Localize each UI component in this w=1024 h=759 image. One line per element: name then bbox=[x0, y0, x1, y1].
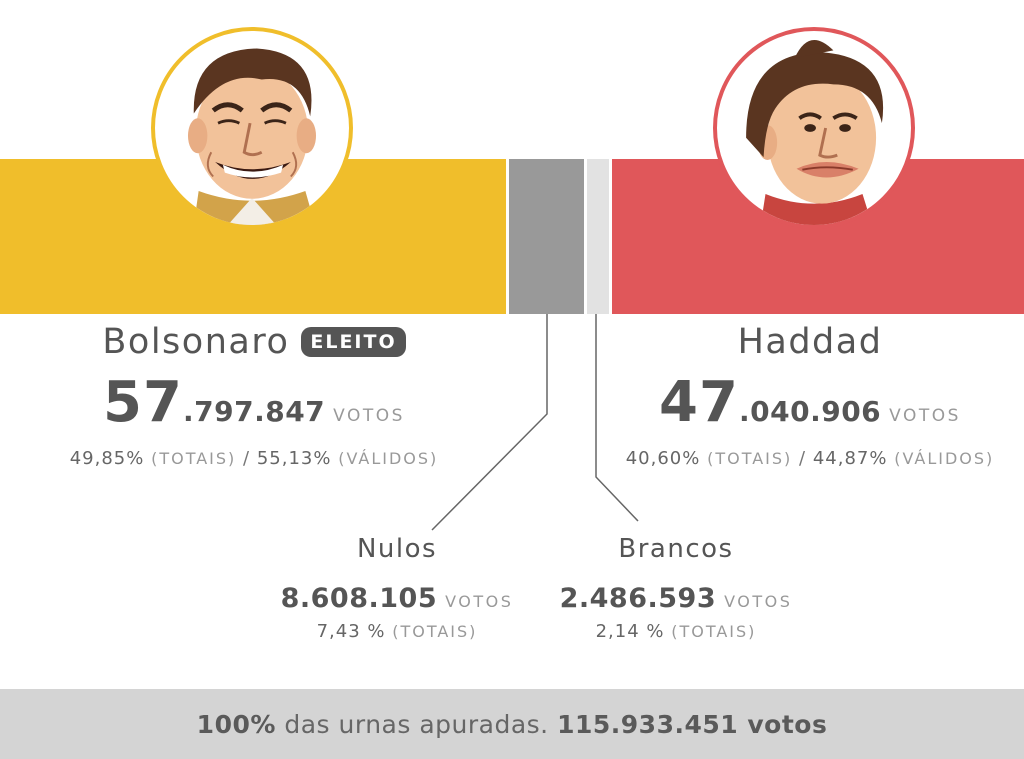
nulos-label: Nulos bbox=[356, 534, 438, 564]
brancos-votes-number: 2.486.593 bbox=[559, 583, 717, 614]
footer-percentage: 100% bbox=[196, 709, 276, 739]
nulos-votes-number: 8.608.105 bbox=[280, 583, 438, 614]
votes-unit: VOTOS bbox=[445, 592, 514, 611]
footer-total-votes: 115.933.451 votos bbox=[557, 709, 828, 739]
candidate-percentages: 49,85% (TOTAIS) / 55,13% (VÁLIDOS) bbox=[0, 447, 508, 471]
candidate-votes: 47.040.906 VOTOS bbox=[560, 374, 1024, 445]
candidate-name-text: Haddad bbox=[737, 322, 883, 362]
nulos-pct-label: (TOTAIS) bbox=[392, 622, 478, 641]
nulos-pct-value: 7,43 % bbox=[316, 621, 386, 642]
elected-badge: ELEITO bbox=[301, 327, 406, 357]
bolsonaro-portrait bbox=[151, 27, 353, 229]
votes-millions: 47 bbox=[659, 370, 739, 435]
candidate-bolsonaro: Bolsonaro ELEITO 57.797.847 VOTOS 49,85% … bbox=[0, 318, 508, 471]
votes-remainder: .040.906 bbox=[738, 395, 882, 428]
pct-valid-label: (VÁLIDOS) bbox=[338, 449, 439, 468]
bar-segment-nulos bbox=[509, 159, 584, 314]
votes-unit: VOTOS bbox=[724, 592, 793, 611]
brancos-label: Brancos bbox=[618, 534, 734, 564]
candidate-name: Bolsonaro ELEITO bbox=[102, 318, 406, 366]
votes-unit: VOTOS bbox=[333, 406, 405, 426]
bar-segment-brancos bbox=[587, 159, 609, 314]
votes-remainder: .797.847 bbox=[182, 395, 326, 428]
haddad-portrait bbox=[713, 27, 915, 229]
candidate-percentages: 40,60% (TOTAIS) / 44,87% (VÁLIDOS) bbox=[560, 447, 1024, 471]
candidate-name-text: Bolsonaro bbox=[102, 322, 290, 362]
candidate-name: Haddad bbox=[738, 318, 883, 366]
candidate-votes: 57.797.847 VOTOS bbox=[0, 374, 508, 445]
votes-unit: VOTOS bbox=[889, 406, 961, 426]
pct-total-label: (TOTAIS) bbox=[707, 449, 793, 468]
nulos-votes: 8.608.105 VOTOS bbox=[280, 582, 514, 619]
footer-text: das urnas apuradas. bbox=[284, 709, 549, 739]
brancos-pct-value: 2,14 % bbox=[595, 621, 665, 642]
brancos-votes: 2.486.593 VOTOS bbox=[556, 582, 796, 619]
nulos-percentage: 7,43 % (TOTAIS) bbox=[280, 619, 514, 645]
votes-millions: 57 bbox=[103, 370, 183, 435]
footer-summary: 100% das urnas apuradas. 115.933.451 vot… bbox=[0, 689, 1024, 759]
pct-total: 49,85% bbox=[69, 448, 145, 469]
brancos-percentage: 2,14 % (TOTAIS) bbox=[556, 619, 796, 645]
pct-valid-label: (VÁLIDOS) bbox=[894, 449, 995, 468]
brancos-connector bbox=[595, 314, 639, 522]
pct-separator: / bbox=[243, 448, 251, 469]
nulos-block: Nulos 8.608.105 VOTOS 7,43 % (TOTAIS) bbox=[280, 530, 514, 645]
pct-total: 40,60% bbox=[625, 448, 701, 469]
pct-separator: / bbox=[799, 448, 807, 469]
candidate-haddad: Haddad 47.040.906 VOTOS 40,60% (TOTAIS) /… bbox=[560, 318, 1024, 471]
pct-valid: 44,87% bbox=[812, 448, 888, 469]
brancos-block: Brancos 2.486.593 VOTOS 2,14 % (TOTAIS) bbox=[556, 530, 796, 645]
brancos-pct-label: (TOTAIS) bbox=[671, 622, 757, 641]
pct-valid: 55,13% bbox=[256, 448, 332, 469]
pct-total-label: (TOTAIS) bbox=[151, 449, 237, 468]
nulos-connector bbox=[431, 314, 548, 531]
